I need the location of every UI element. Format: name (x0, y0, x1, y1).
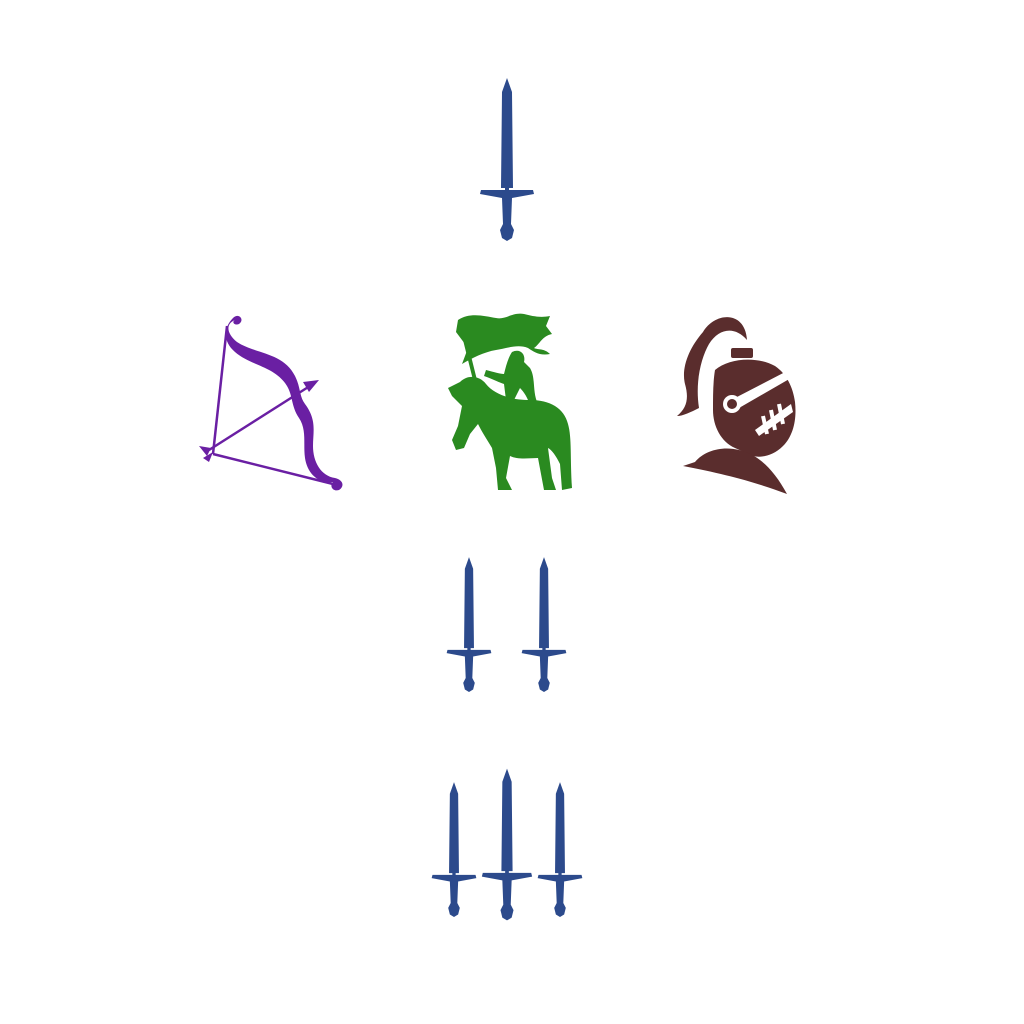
archer-token[interactable] (195, 312, 347, 492)
sword-icon (481, 768, 533, 921)
knight-token[interactable] (675, 312, 796, 496)
horseman-with-banner-icon (448, 313, 572, 490)
sword-icon (521, 557, 567, 693)
bow-and-arrow-icon (199, 315, 343, 491)
knight-helmet-icon (677, 317, 796, 494)
sword-icon (537, 782, 583, 918)
cavalry-banner-token[interactable] (440, 308, 575, 494)
sword-icon (446, 557, 492, 693)
sword-icon (431, 782, 477, 918)
sword-icon (480, 78, 534, 241)
sword-one-token[interactable] (478, 78, 536, 242)
